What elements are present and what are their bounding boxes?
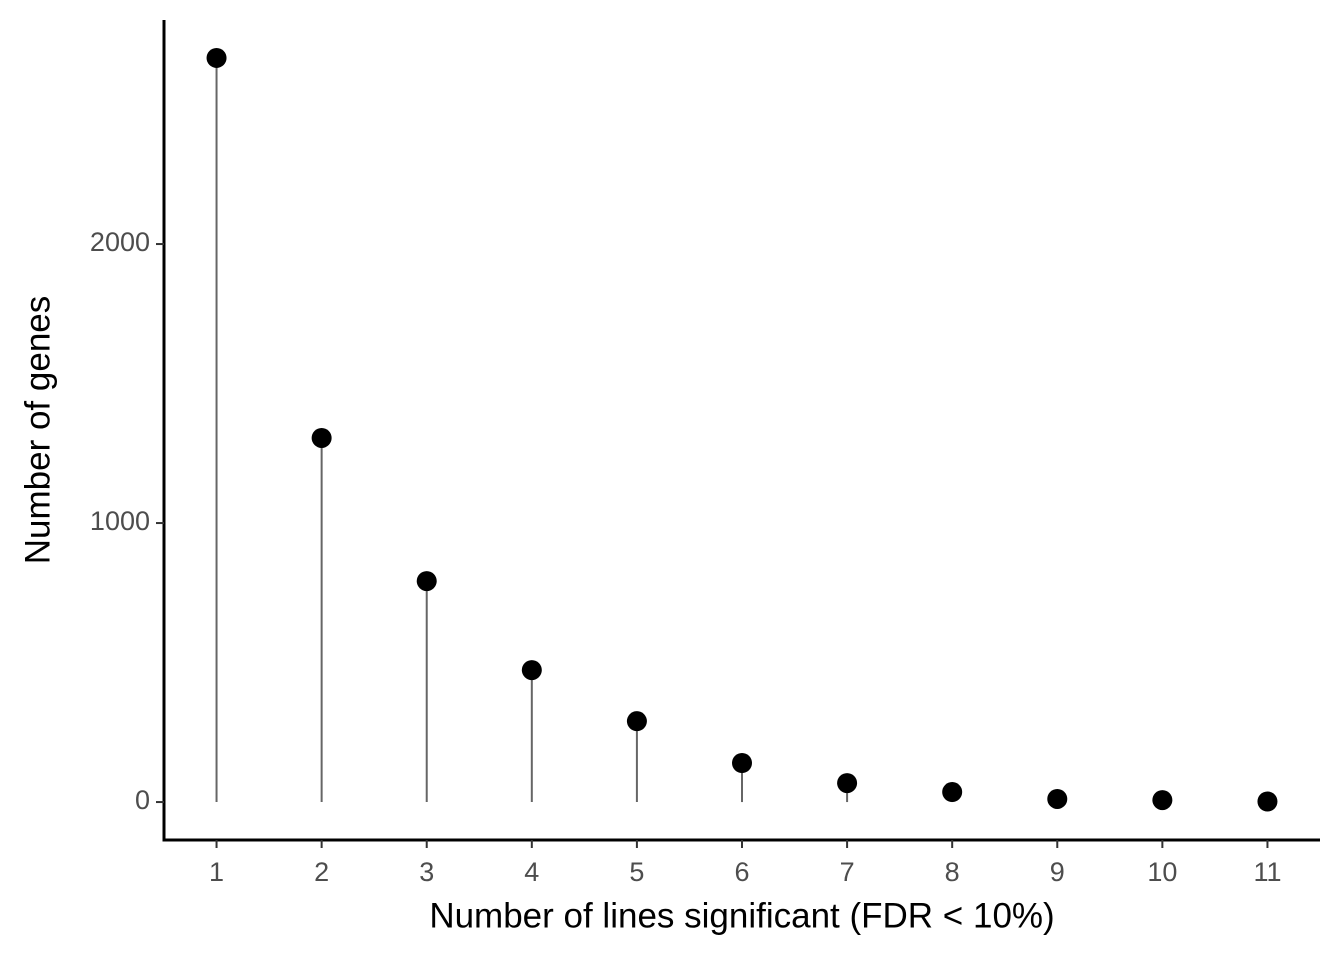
point — [837, 773, 858, 794]
point — [1047, 788, 1068, 809]
y-tick-label: 2000 — [90, 227, 150, 257]
x-tick-label: 2 — [314, 857, 329, 887]
x-tick-label: 6 — [734, 857, 749, 887]
point — [626, 711, 647, 732]
x-tick-label: 11 — [1253, 857, 1281, 887]
point — [521, 660, 542, 681]
point — [311, 427, 332, 448]
x-axis-title: Number of lines significant (FDR < 10%) — [429, 896, 1054, 935]
x-tick-label: 5 — [629, 857, 644, 887]
x-tick-label: 4 — [524, 857, 539, 887]
y-tick-label: 0 — [135, 785, 150, 815]
point — [732, 752, 752, 773]
point — [1257, 791, 1278, 812]
x-tick-label: 9 — [1050, 857, 1065, 887]
x-tick-label: 10 — [1147, 857, 1177, 887]
point — [206, 47, 227, 68]
x-tick-label: 7 — [840, 857, 855, 887]
y-tick-label: 1000 — [90, 506, 150, 536]
point — [1152, 790, 1173, 811]
point — [942, 782, 963, 803]
x-tick-label: 8 — [945, 857, 960, 887]
x-tick-label: 1 — [209, 857, 224, 887]
point — [416, 571, 437, 592]
x-tick-label: 3 — [419, 857, 434, 887]
y-axis-title: Number of genes — [18, 296, 57, 564]
